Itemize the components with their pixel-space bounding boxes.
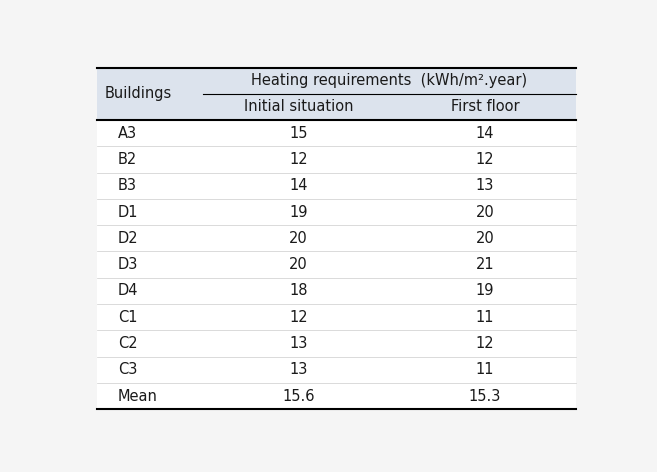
Text: 15.3: 15.3 (469, 388, 501, 404)
Text: 14: 14 (289, 178, 307, 194)
Text: B3: B3 (118, 178, 137, 194)
Text: D3: D3 (118, 257, 138, 272)
Text: 11: 11 (476, 310, 494, 325)
Text: Mean: Mean (118, 388, 158, 404)
Text: 15.6: 15.6 (282, 388, 315, 404)
Bar (97, 120, 576, 409)
Text: 19: 19 (289, 204, 307, 219)
Text: 20: 20 (476, 204, 495, 219)
Text: B2: B2 (118, 152, 137, 167)
Text: 15: 15 (289, 126, 307, 141)
Text: C2: C2 (118, 336, 137, 351)
Text: C3: C3 (118, 362, 137, 377)
Text: 14: 14 (476, 126, 494, 141)
Bar (97, 67, 576, 120)
Text: 19: 19 (476, 283, 494, 298)
Text: 12: 12 (476, 336, 495, 351)
Text: 18: 18 (289, 283, 307, 298)
Text: C1: C1 (118, 310, 137, 325)
Text: D4: D4 (118, 283, 138, 298)
Text: A3: A3 (118, 126, 137, 141)
Text: 20: 20 (289, 231, 307, 246)
Text: 12: 12 (289, 310, 307, 325)
Text: 20: 20 (476, 231, 495, 246)
Text: 13: 13 (476, 178, 494, 194)
Text: 12: 12 (289, 152, 307, 167)
Text: First floor: First floor (451, 100, 520, 115)
Text: Heating requirements  (kWh/m².year): Heating requirements (kWh/m².year) (251, 73, 528, 88)
Text: Initial situation: Initial situation (244, 100, 353, 115)
Text: 11: 11 (476, 362, 494, 377)
Text: 13: 13 (289, 362, 307, 377)
Text: D2: D2 (118, 231, 139, 246)
Text: 21: 21 (476, 257, 495, 272)
Text: Buildings: Buildings (105, 86, 172, 101)
Text: D1: D1 (118, 204, 138, 219)
Text: 20: 20 (289, 257, 307, 272)
Text: 13: 13 (289, 336, 307, 351)
Text: 12: 12 (476, 152, 495, 167)
